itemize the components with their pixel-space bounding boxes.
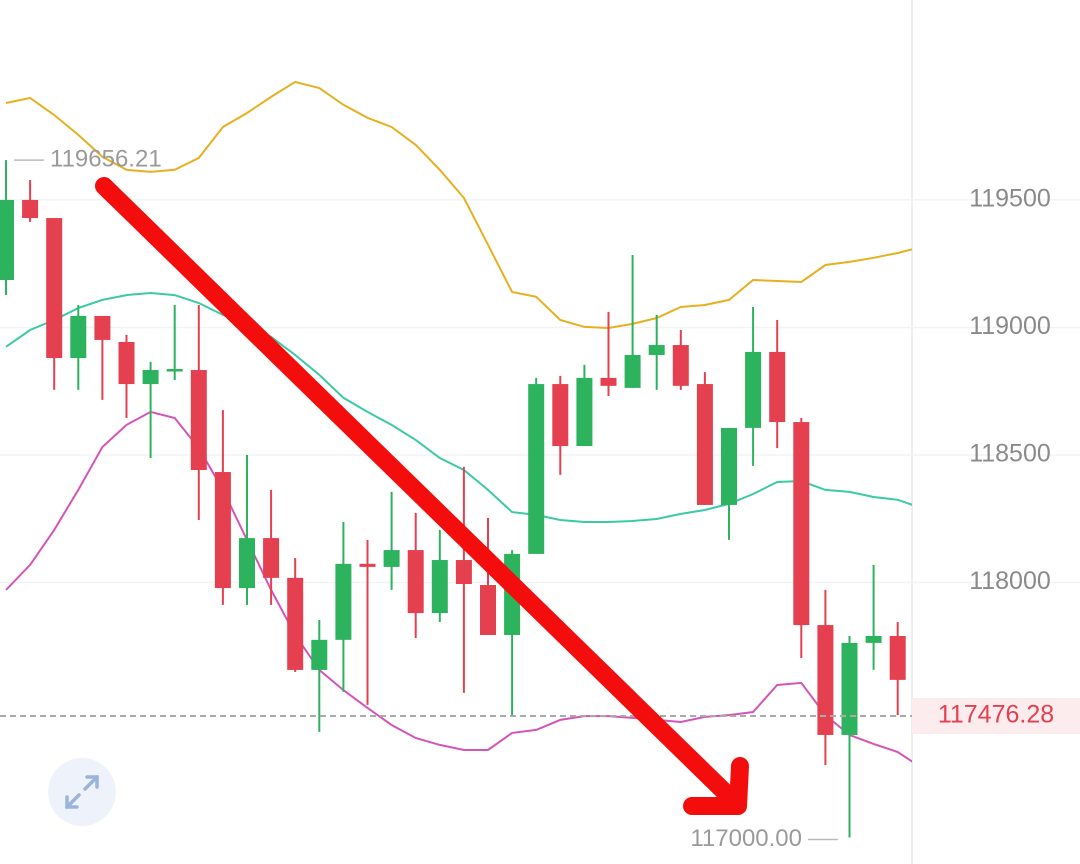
candle-body bbox=[0, 199, 14, 281]
candle-body bbox=[263, 538, 280, 578]
candle-body bbox=[696, 384, 713, 505]
candle-body bbox=[359, 563, 376, 567]
candle-body bbox=[576, 377, 593, 447]
candle-body bbox=[793, 422, 810, 626]
candle-body bbox=[528, 384, 545, 554]
candle-body bbox=[769, 351, 786, 423]
candle-body bbox=[94, 315, 111, 340]
candle-body bbox=[311, 639, 328, 670]
candle-body bbox=[865, 636, 882, 643]
candle-body bbox=[335, 563, 352, 640]
candle-body bbox=[22, 199, 39, 219]
candle-body bbox=[166, 369, 183, 372]
high-marker-label: 119656.21 bbox=[50, 145, 162, 172]
last-price-tag bbox=[912, 698, 1080, 735]
candle-body bbox=[817, 625, 834, 735]
candle-body bbox=[672, 345, 689, 386]
low-marker-label: 117000.00 bbox=[690, 825, 802, 852]
candle-body bbox=[480, 585, 496, 635]
candle-body bbox=[142, 370, 159, 385]
band-line bbox=[5, 80, 912, 330]
candle-body bbox=[214, 472, 231, 589]
drawn-arrow bbox=[95, 177, 749, 815]
expand-button[interactable] bbox=[48, 758, 116, 826]
candle-body bbox=[287, 577, 304, 670]
candle-body bbox=[721, 427, 737, 505]
candle-body bbox=[841, 642, 858, 735]
candle-body bbox=[624, 354, 641, 388]
y-tick-label: 118500 bbox=[969, 440, 1051, 468]
labels: 118000 118500 119000 119500 119656.21 117000.… bbox=[0, 145, 1080, 852]
y-tick-label: 119500 bbox=[969, 185, 1051, 213]
candle-body bbox=[648, 345, 665, 355]
candle-body bbox=[552, 384, 569, 447]
candle-body bbox=[407, 550, 424, 614]
candle-body bbox=[889, 636, 906, 680]
candle-body bbox=[600, 377, 617, 386]
y-tick-label: 118000 bbox=[969, 567, 1051, 595]
plot-area bbox=[0, 80, 912, 838]
band-line bbox=[5, 410, 912, 763]
candle-body bbox=[383, 550, 400, 567]
candle-body bbox=[745, 351, 762, 428]
candle-body bbox=[70, 315, 87, 359]
candle-body bbox=[190, 370, 207, 470]
last-price-label: 117476.28 bbox=[938, 701, 1054, 729]
y-tick-label: 119000 bbox=[969, 312, 1051, 340]
candle-body bbox=[118, 341, 135, 385]
candle-body bbox=[455, 560, 472, 584]
candle-body bbox=[431, 560, 448, 614]
candle-body bbox=[239, 538, 255, 589]
candle-body bbox=[46, 218, 63, 359]
